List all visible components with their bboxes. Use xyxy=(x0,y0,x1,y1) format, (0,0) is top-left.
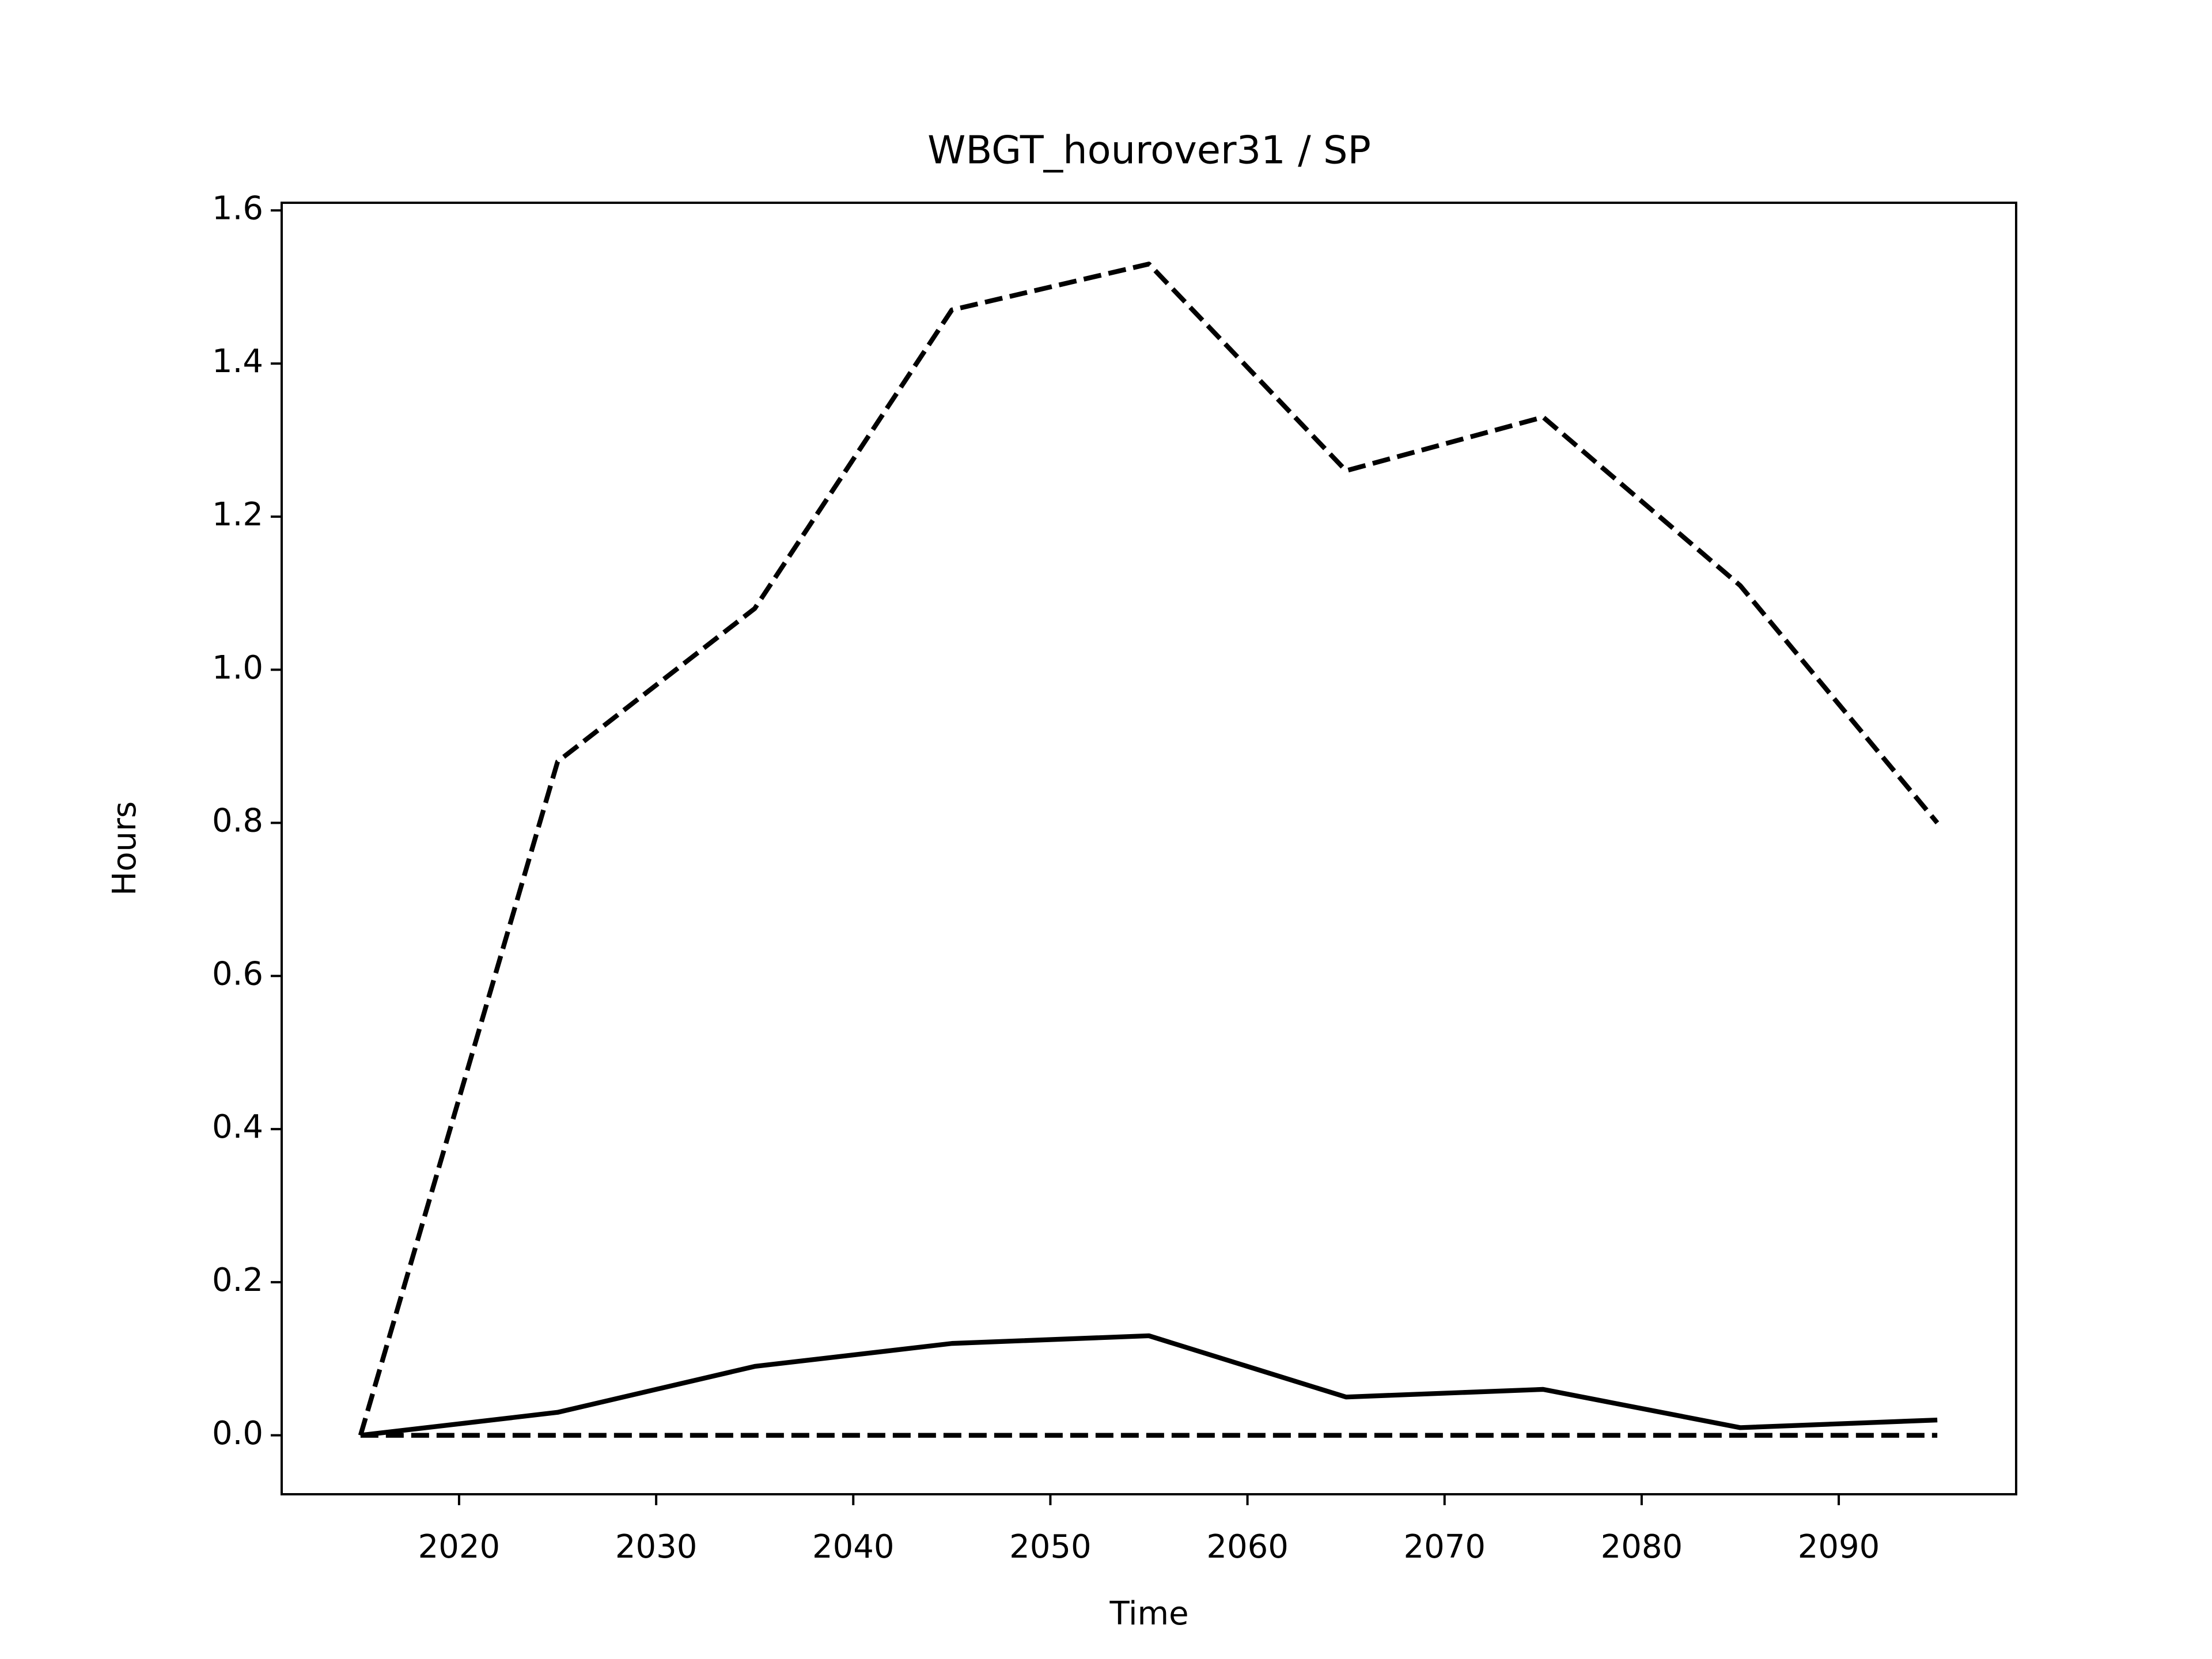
x-tick-label: 2040 xyxy=(812,1528,895,1566)
y-tick-label: 0.4 xyxy=(212,1108,263,1146)
x-tick-label: 2020 xyxy=(418,1528,501,1566)
x-tick-label: 2090 xyxy=(1798,1528,1880,1566)
y-tick-label: 1.4 xyxy=(212,343,263,380)
y-tick-label: 0.0 xyxy=(212,1415,263,1452)
line-series xyxy=(360,1333,1938,1438)
x-tick-label: 2060 xyxy=(1206,1528,1289,1566)
y-tick-label: 1.2 xyxy=(212,496,263,533)
y-tick-label: 1.0 xyxy=(212,649,263,687)
y-tick-label: 1.6 xyxy=(212,190,263,227)
x-tick-label: 2030 xyxy=(615,1528,698,1566)
x-tick-label: 2080 xyxy=(1601,1528,1683,1566)
line-series xyxy=(358,262,1940,1436)
chart-title: WBGT_hourover31 / SP xyxy=(927,128,1371,173)
x-tick-label: 2050 xyxy=(1009,1528,1092,1566)
y-tick-label: 0.6 xyxy=(212,955,263,993)
plot-frame xyxy=(281,202,2017,1495)
y-axis-label: Hours xyxy=(106,801,143,896)
y-tick-label: 0.2 xyxy=(212,1262,263,1299)
x-tick-label: 2070 xyxy=(1403,1528,1486,1566)
x-axis-label: Time xyxy=(1109,1595,1188,1633)
y-tick-label: 0.8 xyxy=(212,802,263,840)
